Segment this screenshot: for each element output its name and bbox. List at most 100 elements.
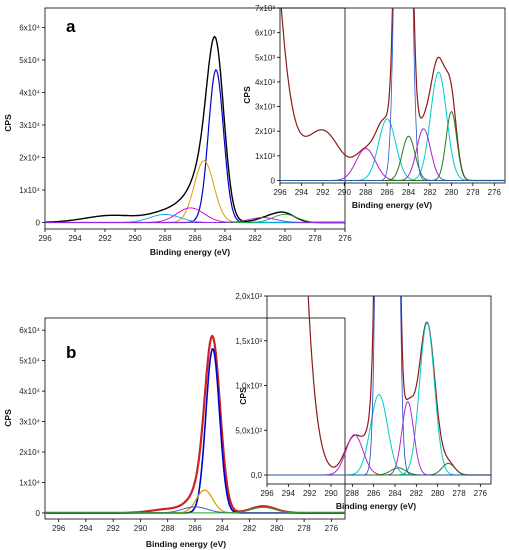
y-tick-label: 2x10⁴ bbox=[19, 154, 40, 163]
plot-area bbox=[280, 8, 505, 182]
y-tick-label: 1x10³ bbox=[255, 152, 275, 161]
y-tick-label: 6x10³ bbox=[255, 29, 275, 38]
y-axis-label: CPS bbox=[242, 86, 252, 104]
x-tick-label: 278 bbox=[452, 489, 466, 498]
x-tick-label: 278 bbox=[308, 234, 322, 243]
y-tick-label: 2x10³ bbox=[255, 127, 275, 136]
x-tick-label: 294 bbox=[68, 234, 82, 243]
x-tick-label: 290 bbox=[134, 524, 148, 533]
series-line-3 bbox=[45, 489, 345, 514]
x-tick-label: 288 bbox=[158, 234, 172, 243]
x-tick-label: 288 bbox=[161, 524, 175, 533]
series-line-7 bbox=[267, 462, 491, 476]
x-tick-label: 296 bbox=[260, 489, 274, 498]
series-line-7 bbox=[280, 111, 505, 181]
y-tick-label: 4x10⁴ bbox=[19, 89, 40, 98]
x-tick-label: 278 bbox=[297, 524, 311, 533]
x-tick-label: 292 bbox=[303, 489, 317, 498]
series-line-1 bbox=[307, 296, 491, 476]
y-tick-label: 5x10⁴ bbox=[19, 56, 40, 65]
x-tick-label: 286 bbox=[367, 489, 381, 498]
plot-frame bbox=[44, 317, 346, 520]
x-tick-label: 280 bbox=[270, 524, 284, 533]
x-tick-label: 282 bbox=[423, 188, 437, 197]
x-tick-label: 286 bbox=[188, 234, 202, 243]
y-tick-label: 5,0x10² bbox=[235, 426, 262, 435]
y-axis-label: CPS bbox=[3, 114, 13, 132]
series-line-2 bbox=[45, 348, 345, 514]
series-line-3 bbox=[267, 322, 491, 476]
series-line-5 bbox=[280, 128, 505, 181]
y-tick-label: 6x10⁴ bbox=[19, 326, 40, 335]
x-tick-label: 294 bbox=[295, 188, 309, 197]
x-tick-label: 278 bbox=[466, 188, 480, 197]
x-tick-label: 280 bbox=[431, 489, 445, 498]
chart-b-main: b CPS Binding energy (eV) 296 294 292 290 28… bbox=[3, 317, 346, 549]
x-tick-label: 282 bbox=[243, 524, 257, 533]
series-line-2 bbox=[280, 118, 505, 181]
x-axis-label: Binding energy (eV) bbox=[352, 200, 432, 210]
y-tick-label: 2,0x10³ bbox=[235, 292, 262, 301]
y-tick-label: 0 bbox=[271, 177, 276, 186]
series-line-4 bbox=[280, 148, 505, 181]
series-line-2 bbox=[45, 69, 345, 224]
y-tick-label: 6x10⁴ bbox=[19, 24, 40, 33]
x-tick-label: 276 bbox=[338, 234, 352, 243]
plot-frame bbox=[266, 295, 492, 485]
chart-a-main: a CPS Binding energy (eV) 296 294 292 290 28… bbox=[3, 7, 352, 257]
x-axis-label: Binding energy (eV) bbox=[150, 247, 230, 257]
x-tick-label: 284 bbox=[216, 524, 230, 533]
x-tick-label: 290 bbox=[324, 489, 338, 498]
x-tick-label: 296 bbox=[273, 188, 287, 197]
x-tick-label: 296 bbox=[52, 524, 66, 533]
y-tick-label: 2x10⁴ bbox=[19, 448, 40, 457]
y-tick-label: 0,0 bbox=[251, 471, 263, 480]
x-tick-label: 296 bbox=[38, 234, 52, 243]
y-axis-label: CPS bbox=[3, 409, 13, 427]
series-line-8 bbox=[267, 296, 491, 476]
y-tick-label: 0 bbox=[36, 219, 41, 228]
plot-area bbox=[45, 35, 345, 224]
y-tick-label: 3x10³ bbox=[255, 103, 275, 112]
x-tick-label: 290 bbox=[128, 234, 142, 243]
y-tick-label: 0 bbox=[36, 509, 41, 518]
y-axis-label: CPS bbox=[238, 387, 248, 405]
y-tick-label: 3x10⁴ bbox=[19, 121, 40, 130]
y-tick-label: 1,5x10³ bbox=[235, 337, 262, 346]
y-tick-label: 4x10³ bbox=[255, 78, 275, 87]
x-axis-label: Binding energy (eV) bbox=[336, 501, 416, 511]
x-tick-label: 294 bbox=[79, 524, 93, 533]
x-tick-label: 280 bbox=[278, 234, 292, 243]
x-tick-label: 292 bbox=[98, 234, 112, 243]
x-tick-label: 282 bbox=[248, 234, 262, 243]
x-tick-label: 276 bbox=[325, 524, 339, 533]
panel-label-b: b bbox=[66, 343, 76, 362]
x-tick-label: 288 bbox=[346, 489, 360, 498]
series-line-1 bbox=[45, 334, 345, 514]
x-tick-label: 290 bbox=[338, 188, 352, 197]
x-tick-label: 292 bbox=[316, 188, 330, 197]
plot-area bbox=[267, 296, 491, 476]
y-tick-label: 5x10⁴ bbox=[19, 357, 40, 366]
x-tick-label: 286 bbox=[188, 524, 202, 533]
x-tick-label: 280 bbox=[445, 188, 459, 197]
x-tick-label: 282 bbox=[410, 489, 424, 498]
x-tick-label: 284 bbox=[402, 188, 416, 197]
x-tick-label: 288 bbox=[359, 188, 373, 197]
chart-b-inset: CPS Binding energy (eV) 296 294 292 290 288 2… bbox=[235, 292, 492, 511]
y-tick-label: 4x10⁴ bbox=[19, 387, 40, 396]
panel-label-a: a bbox=[66, 17, 76, 36]
series-line-6 bbox=[280, 135, 505, 181]
series-line-8 bbox=[280, 8, 505, 181]
y-tick-label: 5x10³ bbox=[255, 53, 275, 62]
x-tick-label: 276 bbox=[488, 188, 502, 197]
series-line-4 bbox=[267, 434, 491, 476]
x-tick-label: 294 bbox=[282, 489, 296, 498]
series-line-2 bbox=[267, 394, 491, 476]
x-axis-label: Binding energy (eV) bbox=[146, 539, 226, 549]
series-line-7 bbox=[45, 217, 345, 223]
x-tick-label: 284 bbox=[218, 234, 232, 243]
y-tick-label: 7x10³ bbox=[255, 4, 275, 13]
x-tick-label: 292 bbox=[107, 524, 121, 533]
x-tick-label: 284 bbox=[388, 489, 402, 498]
